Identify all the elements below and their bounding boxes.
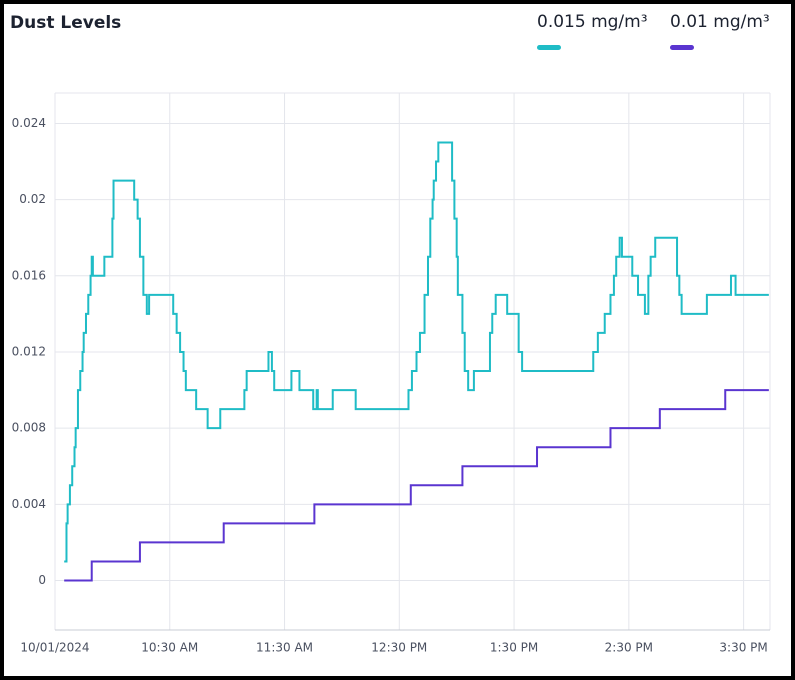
y-tick-label: 0.012	[12, 344, 46, 358]
data-line	[64, 141, 769, 563]
legend-swatch	[537, 45, 561, 50]
y-tick-label: 0.02	[19, 192, 46, 206]
legend-label: 0.015 mg/m³	[537, 12, 648, 32]
x-tick-label: 12:30 PM	[371, 641, 427, 655]
legend-label: 0.01 mg/m³	[670, 12, 770, 32]
x-tick-label: 1:30 PM	[490, 641, 538, 655]
legend-swatch	[670, 45, 694, 50]
y-tick-label: 0	[38, 573, 46, 587]
y-tick-label: 0.008	[12, 421, 46, 435]
y-tick-label: 0.024	[12, 116, 46, 130]
y-tick-label: 0.016	[12, 268, 46, 282]
x-tick-label: 10/01/2024	[20, 641, 89, 655]
x-tick-label: 11:30 AM	[256, 641, 313, 655]
x-tick-label: 10:30 AM	[141, 641, 198, 655]
data-line	[64, 389, 769, 582]
y-tick-label: 0.004	[12, 497, 46, 511]
x-tick-label: 2:30 PM	[605, 641, 653, 655]
chart-title: Dust Levels	[10, 13, 121, 33]
x-tick-label: 3:30 PM	[719, 641, 767, 655]
legend: 0.015 mg/m³ 0.01 mg/m³	[537, 12, 770, 50]
